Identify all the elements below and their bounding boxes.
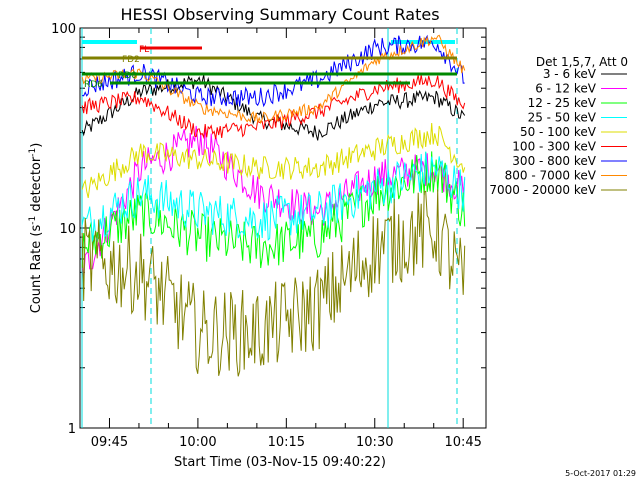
- y-axis-label: Count Rate (s-1 detector-1): [28, 143, 44, 314]
- legend-label: 12 - 25 keV: [528, 96, 597, 110]
- x-tick-label: 10:00: [179, 435, 216, 450]
- series-line: [81, 151, 466, 269]
- legend-label: 25 - 50 keV: [528, 111, 597, 125]
- series-line: [81, 34, 466, 125]
- data-series: [81, 34, 466, 377]
- y-tick-label: 10: [59, 222, 76, 237]
- x-axis-label: Start Time (03-Nov-15 09:40:22): [174, 455, 386, 470]
- legend-label: 7000 - 20000 keV: [489, 183, 596, 197]
- x-tick-label: 10:15: [268, 435, 305, 450]
- plot-frame: [79, 27, 487, 429]
- legend-label: 800 - 7000 keV: [505, 169, 597, 183]
- x-tick-label: 10:45: [444, 435, 481, 450]
- flag-label: RD6: [84, 80, 103, 90]
- x-tick-label: 10:30: [356, 435, 393, 450]
- x-tick-label: 09:45: [91, 435, 128, 450]
- axis-ticks: 09:45 10:00 10:15 10:30 10:45 1 10 100: [51, 22, 486, 450]
- legend-label: 6 - 12 keV: [535, 82, 597, 96]
- series-line: [81, 122, 466, 199]
- y-tick-label: 1: [68, 422, 76, 437]
- legend-label: 100 - 300 keV: [512, 140, 596, 154]
- legend-header: Det 1,5,7, Att 0: [536, 55, 628, 69]
- chart-title: HESSI Observing Summary Count Rates: [120, 5, 439, 24]
- flag-label: FD2: [122, 55, 140, 65]
- y-tick-label: 100: [51, 22, 76, 37]
- timestamp: 5-Oct-2017 01:29: [565, 469, 636, 478]
- legend-label: 300 - 800 keV: [512, 154, 596, 168]
- legend-label: 50 - 100 keV: [520, 125, 597, 139]
- reference-lines: [81, 28, 458, 428]
- flag-label: RD0: [118, 71, 137, 81]
- flag-label: FL: [139, 45, 149, 55]
- series-line: [81, 189, 466, 377]
- series-line: [81, 151, 466, 243]
- series-line: [81, 125, 466, 281]
- legend-label: 3 - 6 keV: [543, 67, 597, 81]
